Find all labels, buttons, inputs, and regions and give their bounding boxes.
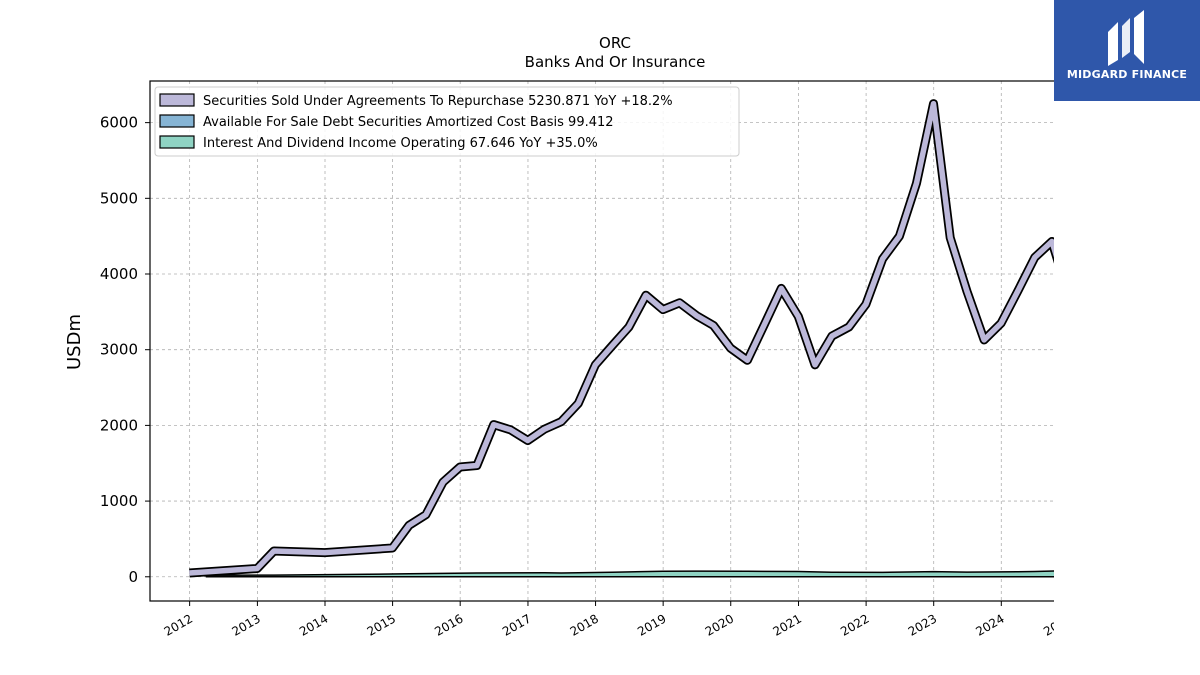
y-axis: 0 1000 2000 3000 4000 5000 6000 (100, 114, 150, 586)
brand-name: MIDGARD FINANCE (1066, 68, 1188, 81)
x-tick-label: 2025 (1041, 611, 1054, 638)
legend-label-repurchase: Securities Sold Under Agreements To Repu… (203, 94, 673, 109)
chart-subtitle: Banks And Or Insurance (525, 53, 706, 71)
brand-logo: MIDGARD FINANCE (1054, 0, 1200, 101)
x-tick-label: 2023 (906, 611, 939, 638)
y-tick-label: 2000 (100, 416, 138, 434)
x-tick-label: 2024 (973, 611, 1006, 638)
legend-frame (154, 86, 740, 157)
legend-swatch-interest (159, 135, 195, 149)
chart: ORC Banks And Or Insurance 0 1000 2000 3000… (64, 34, 1054, 639)
x-tick-label: 2017 (500, 611, 533, 638)
legend-label-interest: Interest And Dividend Income Operating 6… (203, 136, 598, 151)
y-tick-label: 0 (128, 568, 138, 586)
legend-swatch-repurchase (159, 93, 195, 107)
x-tick-label: 2012 (162, 611, 195, 638)
x-tick-label: 2019 (635, 611, 668, 638)
x-tick-label: 2013 (229, 611, 262, 638)
series-securities-sold-under-agreements-to-repurchase-line (189, 100, 1054, 576)
series-interest-and-dividend-income-operating-area (205, 570, 1054, 578)
x-tick-label: 2022 (838, 611, 871, 638)
y-tick-label: 3000 (100, 341, 138, 359)
chart-title: ORC (599, 34, 631, 52)
series-layer (189, 99, 1054, 578)
y-tick-label: 6000 (100, 114, 138, 132)
y-axis-label: USDm (64, 314, 85, 370)
legend-swatch-afs (159, 114, 195, 128)
x-tick-label: 2015 (365, 611, 398, 638)
legend-label-afs: Available For Sale Debt Securities Amort… (203, 115, 614, 130)
plot-frame (149, 80, 1054, 602)
midgard-logo-icon (1108, 10, 1144, 66)
y-tick-label: 5000 (100, 189, 138, 207)
y-tick-label: 1000 (100, 492, 138, 510)
legend: Securities Sold Under Agreements To Repu… (154, 86, 740, 157)
x-axis: 2012 2013 2014 2015 2016 2017 2018 2019 2020 2021… (162, 601, 1054, 639)
x-tick-label: 2016 (432, 611, 465, 638)
x-tick-label: 2018 (568, 611, 601, 638)
x-tick-label: 2014 (297, 611, 330, 638)
x-tick-label: 2020 (703, 611, 736, 638)
x-tick-label: 2021 (771, 611, 804, 638)
y-tick-label: 4000 (100, 265, 138, 283)
